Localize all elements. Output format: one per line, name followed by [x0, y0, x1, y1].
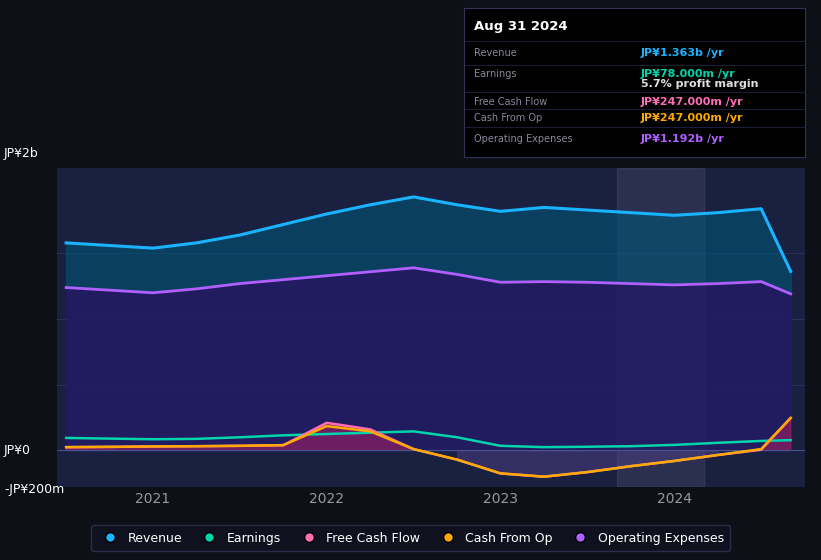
Text: -JP¥200m: -JP¥200m [4, 483, 64, 496]
Text: JP¥1.363b /yr: JP¥1.363b /yr [641, 48, 725, 58]
Text: JP¥247.000m /yr: JP¥247.000m /yr [641, 97, 744, 107]
Text: JP¥247.000m /yr: JP¥247.000m /yr [641, 113, 744, 123]
Text: JP¥1.192b /yr: JP¥1.192b /yr [641, 134, 725, 144]
Text: JP¥2b: JP¥2b [4, 147, 39, 160]
Text: Operating Expenses: Operating Expenses [474, 134, 573, 144]
Text: JP¥78.000m /yr: JP¥78.000m /yr [641, 69, 736, 79]
Text: Aug 31 2024: Aug 31 2024 [474, 20, 567, 33]
Text: Free Cash Flow: Free Cash Flow [474, 97, 548, 107]
Text: JP¥0: JP¥0 [4, 444, 31, 457]
Text: Earnings: Earnings [474, 69, 516, 79]
Text: Cash From Op: Cash From Op [474, 113, 543, 123]
Legend: Revenue, Earnings, Free Cash Flow, Cash From Op, Operating Expenses: Revenue, Earnings, Free Cash Flow, Cash … [91, 525, 730, 551]
Text: Revenue: Revenue [474, 48, 517, 58]
Text: 5.7% profit margin: 5.7% profit margin [641, 79, 759, 89]
Bar [617, 168, 704, 487]
